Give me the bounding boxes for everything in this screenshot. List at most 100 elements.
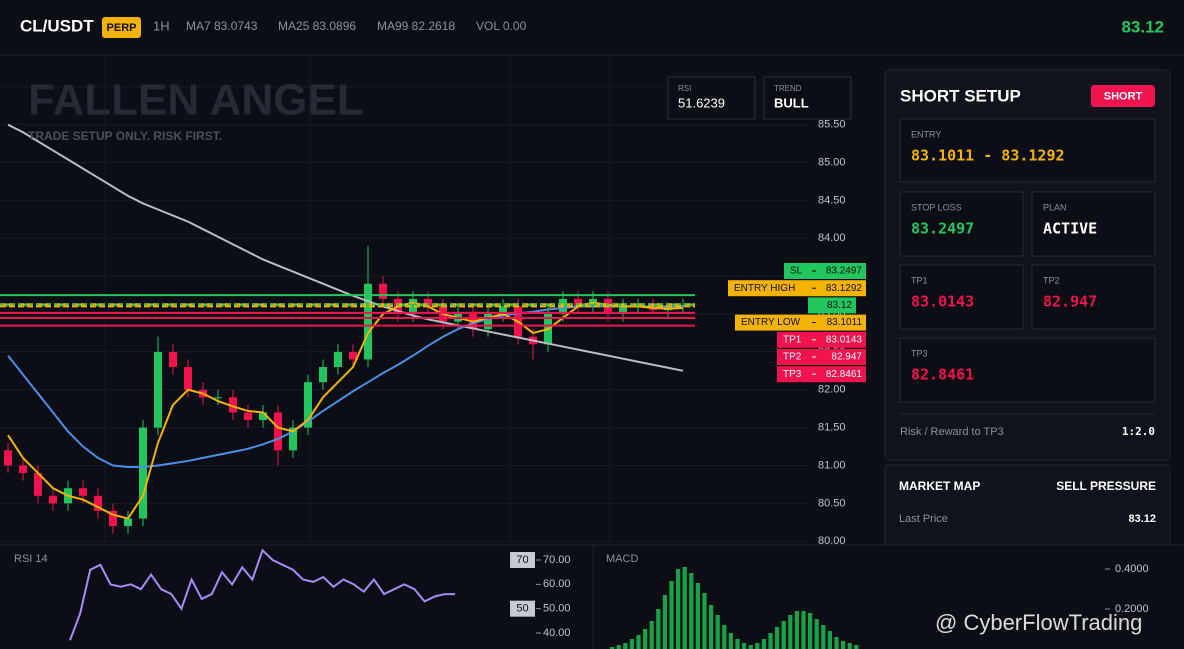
level-tag <box>784 263 866 279</box>
market-status: SELL PRESSURE <box>1056 479 1156 493</box>
candle-body <box>484 314 492 330</box>
tp-card <box>899 264 1024 330</box>
level-value: 82.8461 <box>826 369 863 380</box>
candle-body <box>79 488 87 496</box>
y-tick-label: 85.50 <box>818 119 846 131</box>
candle-body <box>154 351 162 428</box>
candle-body <box>274 412 282 451</box>
candle-body <box>259 412 267 421</box>
level-value: 82.947 <box>831 352 862 363</box>
card-label: PLAN <box>1043 202 1067 212</box>
macd-bar <box>755 643 760 649</box>
candle-body <box>4 450 12 466</box>
level-value: 83.1292 <box>826 283 863 294</box>
candle-body <box>244 412 252 421</box>
credit: @ CyberFlowTrading <box>935 610 1142 635</box>
macd-bar <box>768 633 773 649</box>
main-chart: 86.0085.5085.0084.5084.0083.5083.0082.50… <box>0 55 866 547</box>
candle-body <box>424 298 432 307</box>
macd-bar <box>788 615 793 649</box>
market-row-label: Last Price <box>899 513 948 525</box>
candle-body <box>349 351 357 360</box>
rsi-box-value: 51.6239 <box>678 95 725 110</box>
candle-body <box>379 283 387 299</box>
y-tick-label: 82.00 <box>818 384 846 396</box>
guide-tag <box>510 552 535 569</box>
macd-bar <box>695 583 700 649</box>
macd-bar <box>814 619 819 649</box>
macd-bar <box>742 643 747 649</box>
sl-card <box>899 191 1024 257</box>
symbol: CL/USDT <box>20 16 94 35</box>
level-value: 83.1011 <box>827 317 863 328</box>
candle-body <box>19 465 27 474</box>
tp-card <box>1031 264 1156 330</box>
level-name: TP2 <box>783 352 802 363</box>
volume: VOL 0.00 <box>476 19 527 33</box>
macd-bar <box>715 615 720 649</box>
macd-bar <box>748 645 753 649</box>
macd-bar <box>662 595 667 649</box>
market-title: MARKET MAP <box>899 479 980 493</box>
level-tag <box>735 314 866 331</box>
macd-bar <box>808 613 813 649</box>
candle-body <box>34 473 42 496</box>
macd-bar <box>610 647 615 649</box>
y-tick-label: 0.2000 <box>1115 603 1149 615</box>
candle-body <box>574 298 582 307</box>
candle-body <box>319 367 327 383</box>
candle-body <box>364 283 372 360</box>
macd-bar <box>847 643 852 649</box>
macd-bar <box>775 627 780 649</box>
candle-body <box>184 367 192 390</box>
level-tag <box>777 366 866 383</box>
market-row-value: 83.12 <box>1128 513 1156 525</box>
last-price: 83.12 <box>1121 17 1164 36</box>
tp-card <box>899 337 1156 403</box>
card-label: STOP LOSS <box>911 202 962 212</box>
macd-bar <box>834 637 839 649</box>
macd-bar <box>821 625 826 649</box>
macd-bar <box>794 611 799 649</box>
y-tick-label: 85.00 <box>818 156 846 168</box>
card-value: 83.1011 - 83.1292 <box>911 147 1065 165</box>
level-value: 83.0143 <box>826 334 863 345</box>
ma99: MA99 82.2618 <box>377 19 455 33</box>
watermark-title: FALLEN ANGEL <box>28 76 364 125</box>
candle-body <box>409 298 417 315</box>
macd-chart: 0.4000 0.2000 <box>610 563 1149 649</box>
macd-bar <box>649 621 654 649</box>
ma7: MA7 83.0743 <box>186 19 258 33</box>
badge-bg <box>102 17 141 38</box>
candle-body <box>109 510 117 527</box>
macd-bar <box>623 643 628 649</box>
macd-title: MACD <box>606 553 638 565</box>
card-value: 82.947 <box>1043 293 1097 311</box>
panel-badge-bg <box>1091 85 1155 107</box>
macd-bar <box>616 645 621 649</box>
trend-box-value: BULL <box>774 95 809 110</box>
macd-bar <box>728 633 733 649</box>
rr-label: Risk / Reward to TP3 <box>900 426 1004 438</box>
candle-body <box>139 427 147 519</box>
entry-card <box>899 118 1156 183</box>
macd-bar <box>643 629 648 649</box>
level-tag <box>777 349 866 365</box>
macd-bar <box>841 641 846 649</box>
level-name: TP1 <box>783 334 802 345</box>
y-tick-label: 50.00 <box>543 603 571 615</box>
candle-body <box>229 397 237 413</box>
bottom-panels <box>0 545 1184 649</box>
macd-bar <box>702 593 707 649</box>
macd-bar <box>709 605 714 649</box>
trend-box <box>763 76 852 120</box>
plot-area <box>0 123 695 534</box>
panel-title: SHORT SETUP <box>900 86 1021 105</box>
card-value: 83.2497 <box>911 220 974 238</box>
macd-bar <box>827 631 832 649</box>
plan-card <box>1031 191 1156 257</box>
watermark-subtitle: TRADE SETUP ONLY. RISK FIRST. <box>28 129 222 143</box>
guide-label: 70 <box>516 554 528 566</box>
y-tick-label: 81.50 <box>818 422 846 434</box>
